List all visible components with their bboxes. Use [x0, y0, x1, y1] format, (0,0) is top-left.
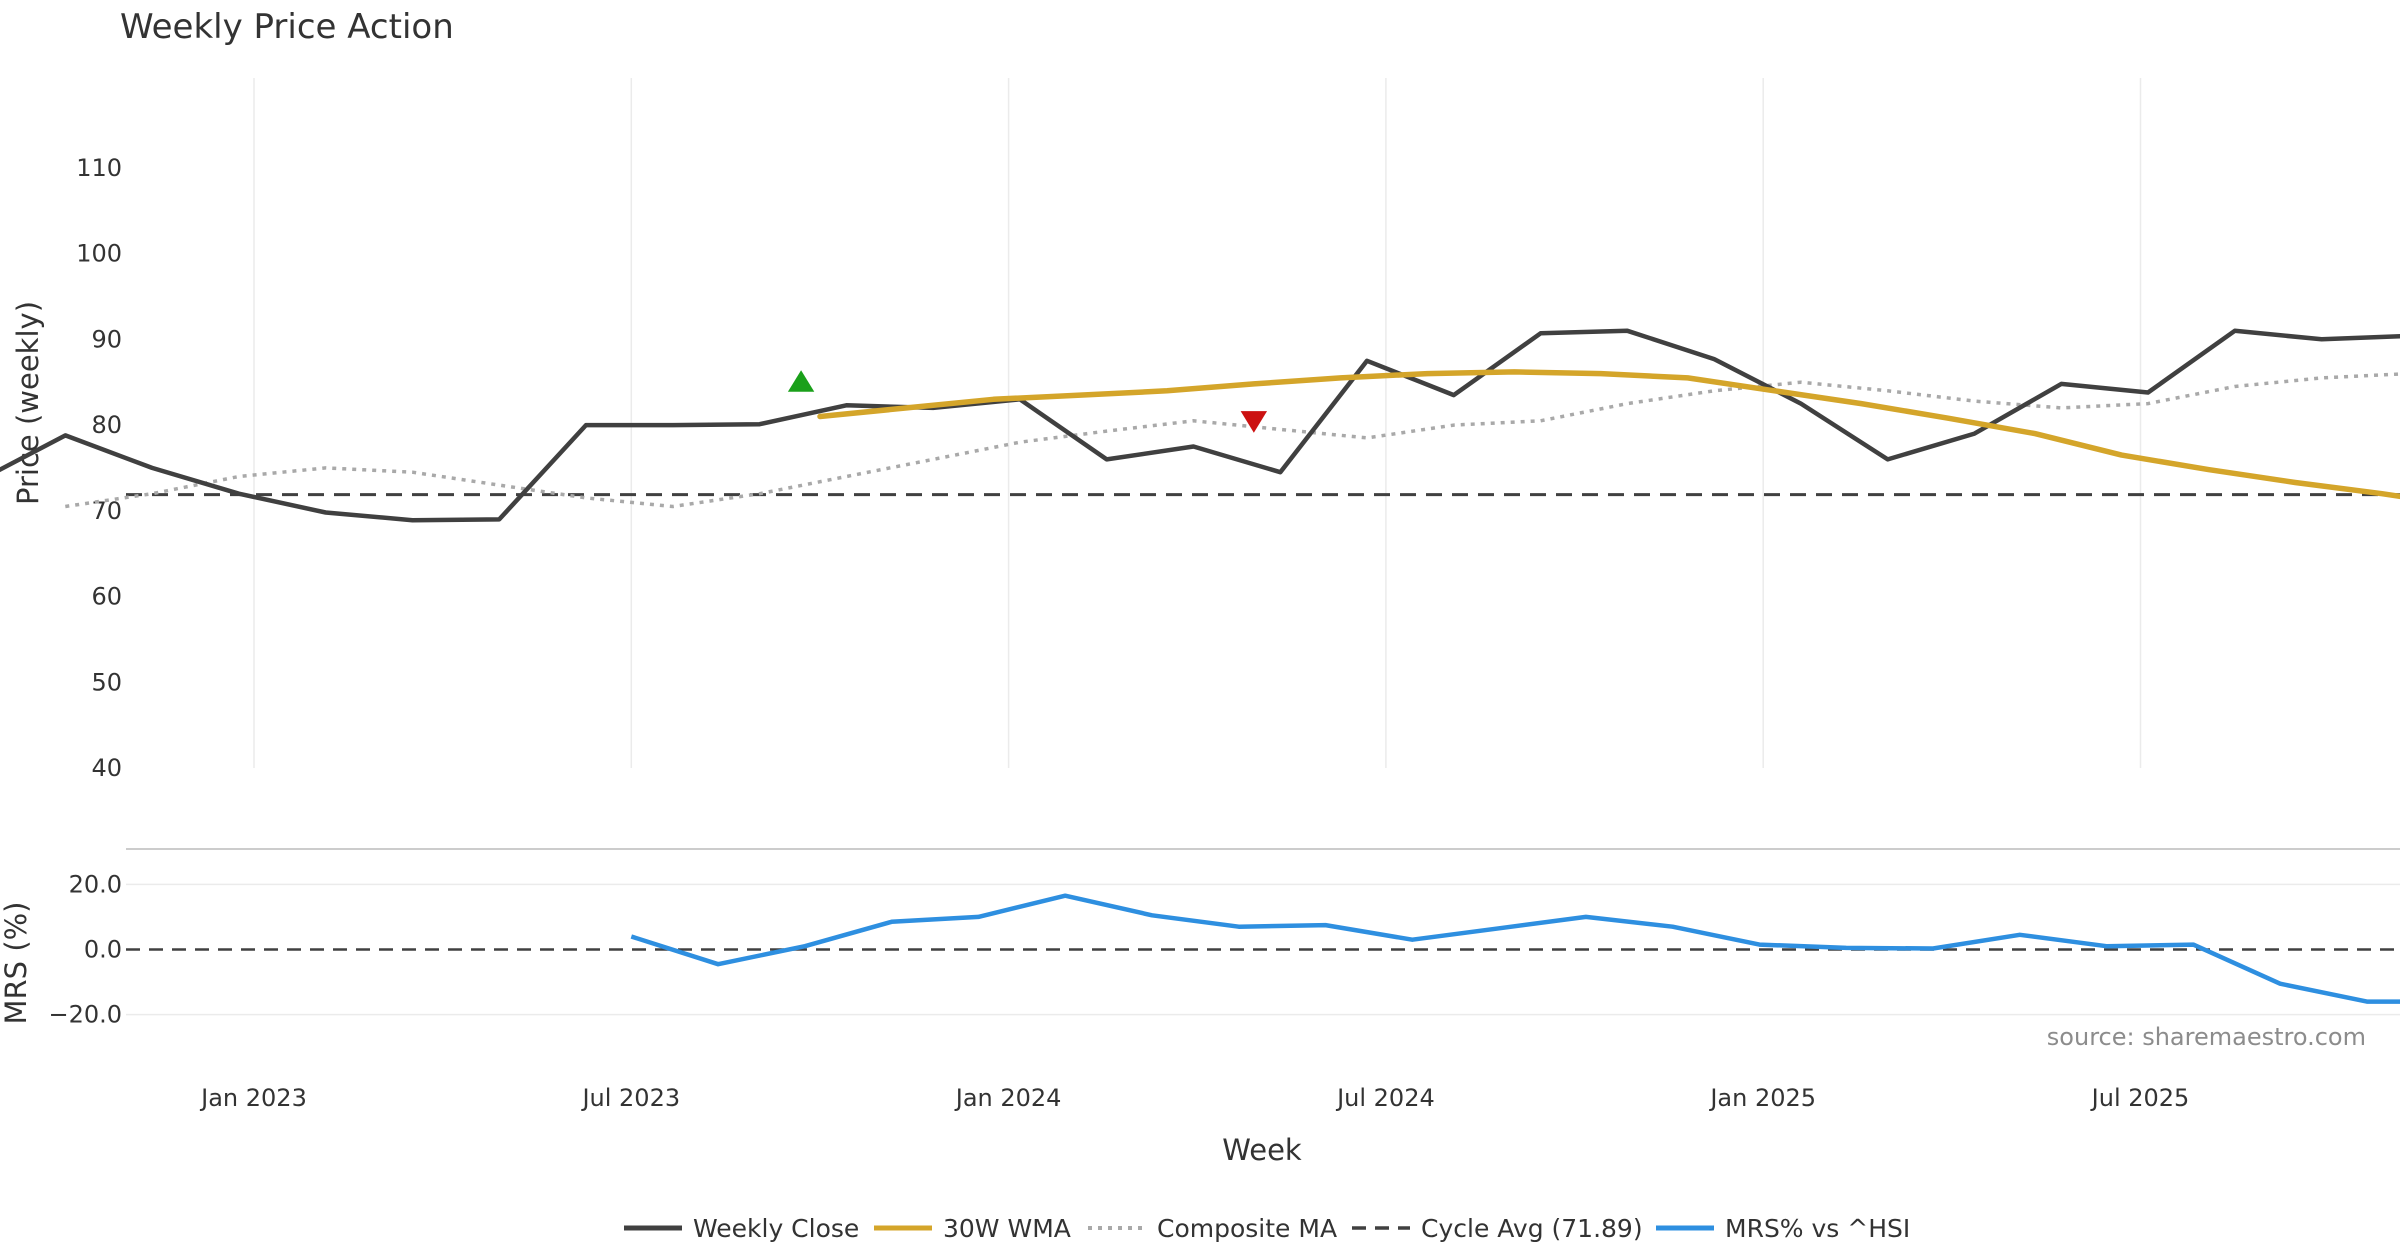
- x-ticks: Jan 2023 Jul 2023 Jan 2024 Jul 2024 Jan 2025…: [199, 1084, 2189, 1112]
- legend-label-composite-ma: Composite MA: [1157, 1214, 1337, 1243]
- mrs-gridlines: [126, 883, 2400, 1016]
- x-tick-label: Jul 2023: [580, 1084, 680, 1112]
- legend-label-mrs: MRS% vs ^HSI: [1725, 1214, 1910, 1243]
- price-y-tick-label: 110: [76, 154, 122, 182]
- price-y-tick-label: 50: [91, 668, 122, 696]
- price-y-tick-label: 80: [91, 411, 122, 439]
- wma-30w-line: [817, 369, 2400, 500]
- sell-signal-marker: [1240, 411, 1268, 433]
- price-y-tick-label: 100: [76, 240, 122, 268]
- legend: Weekly Close 30W WMA Composite MA Cycle …: [624, 1214, 1910, 1243]
- mrs-y-axis-label: MRS (%): [0, 902, 33, 1025]
- buy-signal-marker: [787, 370, 815, 392]
- mrs-y-tick-label: 0.0: [84, 936, 122, 964]
- x-tick-label: Jul 2025: [2090, 1084, 2190, 1112]
- mrs-y-tick-label: 20.0: [69, 870, 122, 898]
- mrs-y-tick-label: −20.0: [48, 1001, 122, 1029]
- price-y-tick-label: 40: [91, 754, 122, 782]
- x-axis-label: Week: [1222, 1133, 1302, 1167]
- x-tick-label: Jan 2025: [1708, 1084, 1816, 1112]
- price-y-tick-label: 60: [91, 583, 122, 611]
- signal-markers: [787, 370, 1268, 433]
- mrs-series: [630, 893, 2400, 1004]
- x-tick-label: Jul 2024: [1335, 1084, 1435, 1112]
- legend-label-30w-wma: 30W WMA: [943, 1214, 1071, 1243]
- source-note: source: sharemaestro.com: [2047, 1023, 2366, 1051]
- price-y-axis-label: Price (weekly): [11, 301, 45, 505]
- x-tick-label: Jan 2024: [954, 1084, 1062, 1112]
- price-y-tick-label: 90: [91, 325, 122, 353]
- mrs-y-ticks: −20.0 0.0 20.0: [48, 870, 122, 1028]
- legend-label-weekly-close: Weekly Close: [693, 1214, 859, 1243]
- mrs-line: [630, 893, 2400, 1004]
- composite-ma-line: [65, 372, 2400, 509]
- legend-label-cycle-avg: Cycle Avg (71.89): [1421, 1214, 1643, 1243]
- x-tick-label: Jan 2023: [199, 1084, 307, 1112]
- chart-title: Weekly Price Action: [120, 7, 454, 47]
- price-gridlines: [253, 78, 2142, 768]
- weekly-close-line: [0, 328, 2400, 523]
- price-series: [0, 328, 2400, 523]
